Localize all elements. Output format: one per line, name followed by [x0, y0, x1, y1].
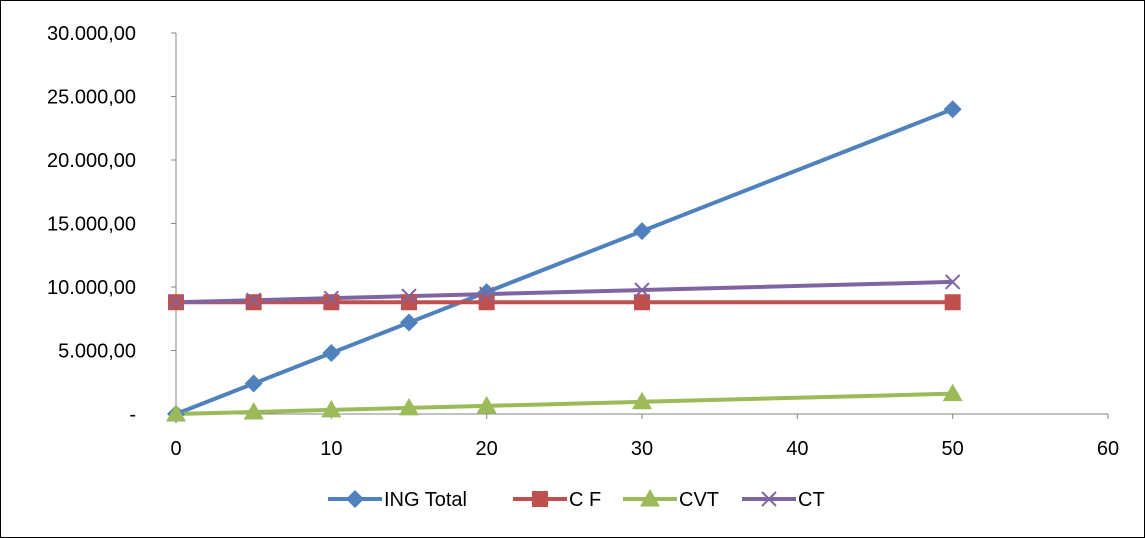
legend-marker-ct [761, 491, 777, 507]
x-tick-label: 50 [942, 438, 964, 460]
data-point-c-f [401, 294, 417, 311]
legend-label-ct: CT [798, 489, 825, 511]
x-tick-label: 40 [786, 438, 808, 460]
series-lines [175, 107, 954, 416]
series-line-cvt [175, 391, 953, 416]
x-tick-label: 30 [631, 438, 653, 460]
data-point-c-f [245, 294, 262, 311]
data-point-ing-total [943, 100, 962, 119]
data-point-cvt [243, 401, 264, 420]
data-point-ct [245, 292, 262, 308]
data-point-ct [478, 286, 495, 302]
data-point-ing-total [322, 344, 341, 363]
x-tick-label: 60 [1097, 438, 1119, 460]
data-point-cvt [632, 391, 652, 410]
data-point-ct [323, 290, 340, 306]
legend: ING Total C F CVT CT [328, 489, 825, 511]
legend-marker-ing-total [346, 490, 364, 508]
series-markers [166, 100, 963, 423]
legend-marker-c-f [532, 491, 548, 507]
data-point-ct [944, 274, 961, 290]
y-tick-label: 5.000,00 [58, 341, 136, 363]
y-tick-label: - [129, 404, 136, 426]
x-tick-label: 0 [170, 438, 181, 460]
data-point-cvt [942, 383, 963, 402]
y-tick-label: 15.000,00 [47, 214, 136, 236]
legend-label-cvt: CVT [679, 489, 719, 511]
data-point-ct [168, 294, 184, 310]
data-point-cvt [399, 397, 419, 416]
data-point-ct [401, 288, 417, 304]
data-point-cvt [476, 395, 497, 414]
data-point-ing-total [633, 222, 651, 241]
data-point-ing-total [400, 313, 418, 332]
y-tick-label: 25.000,00 [47, 87, 136, 109]
series-line-ct [175, 279, 953, 305]
data-point-c-f [478, 294, 495, 311]
tick-labels: - 5.000,00 10.000,00 15.000,00 20.000,00 25.0… [47, 23, 1119, 460]
x-tick-label: 10 [320, 438, 342, 460]
y-tick-label: 30.000,00 [47, 23, 136, 45]
data-point-ing-total [244, 374, 263, 393]
data-point-cvt [321, 399, 342, 418]
data-point-ct [634, 282, 650, 298]
data-point-cvt [166, 404, 186, 422]
series-line-ing-total [175, 107, 954, 416]
legend-label-ing-total: ING Total [384, 489, 467, 511]
legend-label-c-f: C F [569, 489, 601, 511]
x-tick-label: 20 [476, 438, 498, 460]
data-point-c-f [323, 294, 340, 311]
y-tick-label: 20.000,00 [47, 150, 136, 172]
y-tick-label: 10.000,00 [47, 277, 136, 299]
legend-marker-cvt [640, 489, 660, 507]
data-point-c-f [944, 294, 961, 311]
data-point-c-f [634, 294, 650, 311]
